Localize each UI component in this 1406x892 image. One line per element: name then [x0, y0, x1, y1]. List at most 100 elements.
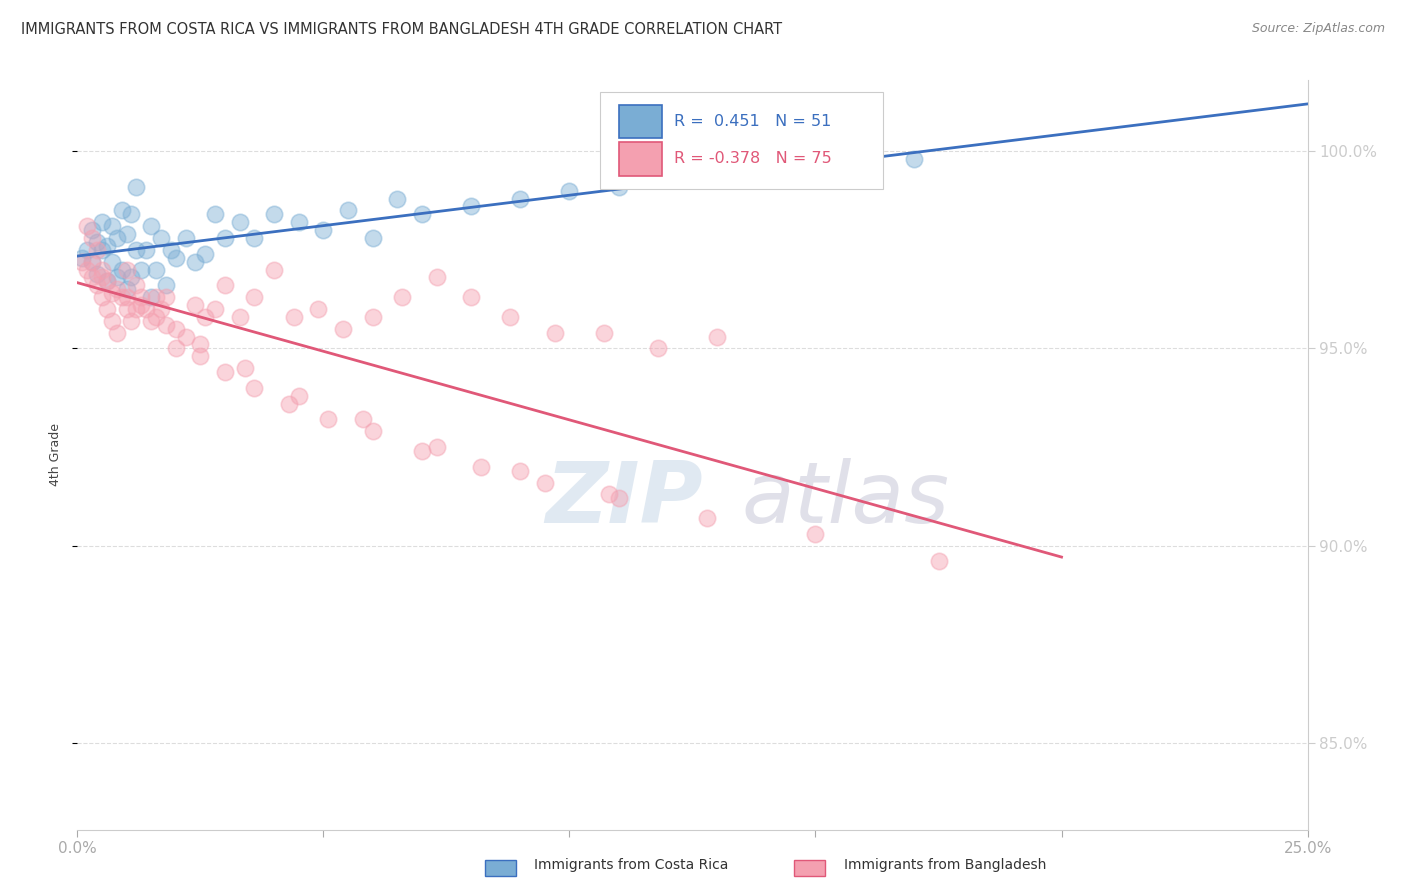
Point [90, 262, 114, 277]
Point [312, 223, 335, 237]
Point [460, 290, 482, 304]
Point [90, 215, 114, 229]
Point [141, 290, 163, 304]
Point [76, 219, 98, 234]
Point [426, 440, 449, 454]
Point [385, 192, 409, 206]
Point [105, 231, 128, 245]
Point [111, 262, 132, 277]
Point [607, 491, 630, 506]
Point [204, 301, 226, 316]
Point [243, 381, 266, 395]
Point [283, 310, 305, 324]
Point [155, 290, 177, 304]
Point [263, 207, 285, 221]
Point [361, 231, 384, 245]
Point [214, 231, 236, 245]
Point [263, 262, 285, 277]
Point [337, 203, 360, 218]
Point [194, 247, 217, 261]
Point [194, 310, 217, 324]
Point [155, 278, 177, 293]
Point [70, 254, 93, 268]
Point [598, 487, 620, 501]
Point [115, 227, 138, 241]
Point [135, 243, 157, 257]
Point [150, 301, 173, 316]
Point [804, 160, 827, 174]
Point [115, 301, 138, 316]
FancyBboxPatch shape [619, 104, 662, 138]
Point [86, 278, 108, 293]
Point [145, 310, 167, 324]
Point [544, 326, 567, 340]
Point [129, 262, 153, 277]
Point [332, 322, 354, 336]
Point [411, 444, 433, 458]
Point [105, 282, 128, 296]
Point [499, 310, 522, 324]
Point [928, 554, 950, 568]
Point [70, 251, 93, 265]
Point [558, 184, 581, 198]
Point [96, 301, 118, 316]
Point [204, 207, 226, 221]
Point [125, 278, 148, 293]
Point [228, 310, 252, 324]
Point [174, 329, 197, 343]
Point [155, 318, 177, 332]
Text: Immigrants from Bangladesh: Immigrants from Bangladesh [844, 858, 1046, 872]
Point [96, 274, 118, 288]
Text: Source: ZipAtlas.com: Source: ZipAtlas.com [1251, 22, 1385, 36]
Point [115, 290, 138, 304]
Point [165, 251, 187, 265]
Text: R = -0.378   N = 75: R = -0.378 N = 75 [673, 152, 832, 167]
Point [82, 270, 104, 285]
Point [278, 397, 301, 411]
Point [288, 389, 311, 403]
Point [509, 464, 531, 478]
Point [115, 282, 138, 296]
Point [160, 243, 183, 257]
Point [82, 223, 104, 237]
Point [121, 207, 143, 221]
Point [125, 179, 148, 194]
Point [509, 192, 531, 206]
Point [188, 337, 212, 351]
Point [129, 290, 153, 304]
Point [165, 342, 187, 356]
Point [288, 215, 311, 229]
Point [411, 207, 433, 221]
Point [308, 301, 330, 316]
Point [111, 290, 132, 304]
Point [145, 290, 167, 304]
Text: ZIP: ZIP [546, 458, 703, 541]
Point [174, 231, 197, 245]
Point [82, 254, 104, 268]
FancyBboxPatch shape [600, 92, 883, 189]
Point [101, 254, 124, 268]
Point [165, 322, 187, 336]
Point [141, 219, 163, 234]
Point [145, 262, 167, 277]
Text: R =  0.451   N = 51: R = 0.451 N = 51 [673, 114, 831, 129]
Point [706, 329, 728, 343]
Point [96, 239, 118, 253]
Point [804, 526, 827, 541]
Point [105, 326, 128, 340]
Point [101, 219, 124, 234]
Point [607, 179, 630, 194]
Point [115, 262, 138, 277]
Point [184, 254, 207, 268]
Point [593, 326, 616, 340]
Point [214, 278, 236, 293]
Point [188, 349, 212, 363]
Point [391, 290, 413, 304]
Point [361, 424, 384, 438]
Point [111, 203, 132, 218]
Point [101, 286, 124, 301]
Point [82, 254, 104, 268]
Point [243, 290, 266, 304]
Point [460, 199, 482, 213]
Point [150, 231, 173, 245]
